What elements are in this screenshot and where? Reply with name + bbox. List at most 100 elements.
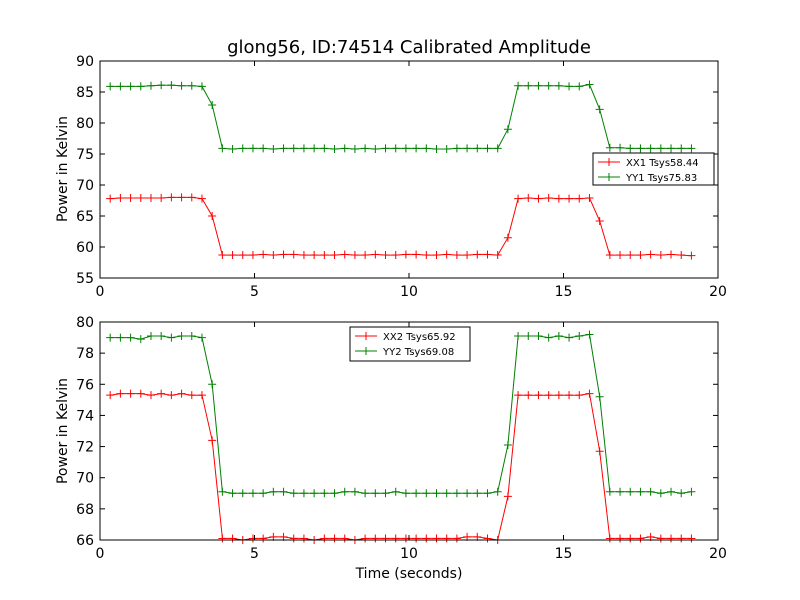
x-tick-label: 15 (555, 284, 573, 300)
data-point (412, 489, 421, 498)
data-point (340, 250, 349, 259)
data-point (493, 487, 502, 496)
data-point (473, 144, 482, 153)
data-point (330, 145, 339, 154)
y-tick-label: 80 (76, 315, 94, 331)
data-point (473, 250, 482, 259)
data-point (279, 144, 288, 153)
data-point (626, 251, 635, 260)
x-tick-label: 0 (96, 284, 105, 300)
data-point (646, 487, 655, 496)
y-tick-label: 55 (76, 271, 94, 287)
data-point (575, 332, 584, 341)
data-point (667, 487, 676, 496)
data-point (197, 333, 206, 342)
legend-label: XX2 Tsys65.92 (383, 332, 456, 343)
legend: XX1 Tsys58.44 YY1 Tsys75.83 (592, 152, 715, 186)
data-point (483, 489, 492, 498)
x-tick-label: 10 (400, 546, 418, 562)
data-point (565, 333, 574, 342)
legend: XX2 Tsys65.92 YY2 Tsys69.08 (349, 326, 471, 362)
data-point (350, 251, 359, 260)
data-point (677, 534, 686, 543)
data-point (636, 251, 645, 260)
data-point (452, 251, 461, 260)
data-point (167, 81, 176, 90)
data-point (381, 489, 390, 498)
legend-marker (362, 332, 370, 340)
data-point (544, 81, 553, 90)
data-point (248, 251, 257, 260)
data-point (595, 216, 604, 225)
y-tick-label: 90 (76, 54, 94, 70)
data-point (565, 194, 574, 203)
data-point (503, 492, 512, 501)
data-point (646, 144, 655, 153)
data-point (197, 391, 206, 400)
data-point (544, 391, 553, 400)
y-axis-label-top: Power in Kelvin (55, 116, 71, 222)
data-point (177, 389, 186, 398)
data-point (187, 81, 196, 90)
data-point (269, 145, 278, 154)
data-point (452, 534, 461, 543)
data-point (146, 391, 155, 400)
data-point (616, 487, 625, 496)
data-point (514, 391, 523, 400)
data-point (442, 534, 451, 543)
data-point (106, 333, 115, 342)
data-point (401, 250, 410, 259)
data-point (371, 534, 380, 543)
y-tick-label: 65 (76, 209, 94, 225)
series-line-1 (110, 196, 692, 257)
data-point (667, 250, 676, 259)
data-point (289, 144, 298, 153)
data-point (514, 332, 523, 341)
data-point (146, 332, 155, 341)
data-point (371, 489, 380, 498)
data-point (524, 194, 533, 203)
data-point (146, 81, 155, 90)
data-point (361, 489, 370, 498)
data-point (605, 251, 614, 260)
data-point (656, 251, 665, 260)
data-point (677, 144, 686, 153)
x-tick-label: 20 (709, 284, 727, 300)
data-point (279, 487, 288, 496)
data-point (289, 489, 298, 498)
data-point (218, 487, 227, 496)
data-point (626, 487, 635, 496)
data-point (544, 333, 553, 342)
data-point (616, 251, 625, 260)
data-point (177, 81, 186, 90)
y-axis-label-bottom: Power in Kelvin (55, 378, 71, 484)
data-point (432, 145, 441, 154)
data-point (310, 489, 319, 498)
data-point (299, 534, 308, 543)
data-point (616, 534, 625, 543)
y-tick-label: 68 (76, 502, 94, 518)
data-point (350, 487, 359, 496)
data-point (503, 233, 512, 242)
data-point (361, 251, 370, 260)
y-tick-label: 78 (76, 346, 94, 362)
data-point (452, 489, 461, 498)
data-point (575, 391, 584, 400)
data-point (187, 332, 196, 341)
chart-title: glong56, ID:74514 Calibrated Amplitude (227, 37, 591, 58)
data-point (289, 534, 298, 543)
data-point (432, 489, 441, 498)
data-point (126, 82, 135, 91)
data-point (605, 534, 614, 543)
data-point (136, 389, 145, 398)
data-point (667, 144, 676, 153)
data-point (514, 194, 523, 203)
data-point (208, 380, 217, 389)
data-point (687, 251, 696, 260)
data-point (503, 441, 512, 450)
data-point (575, 82, 584, 91)
data-point (595, 105, 604, 114)
data-point (401, 489, 410, 498)
data-point (310, 251, 319, 260)
